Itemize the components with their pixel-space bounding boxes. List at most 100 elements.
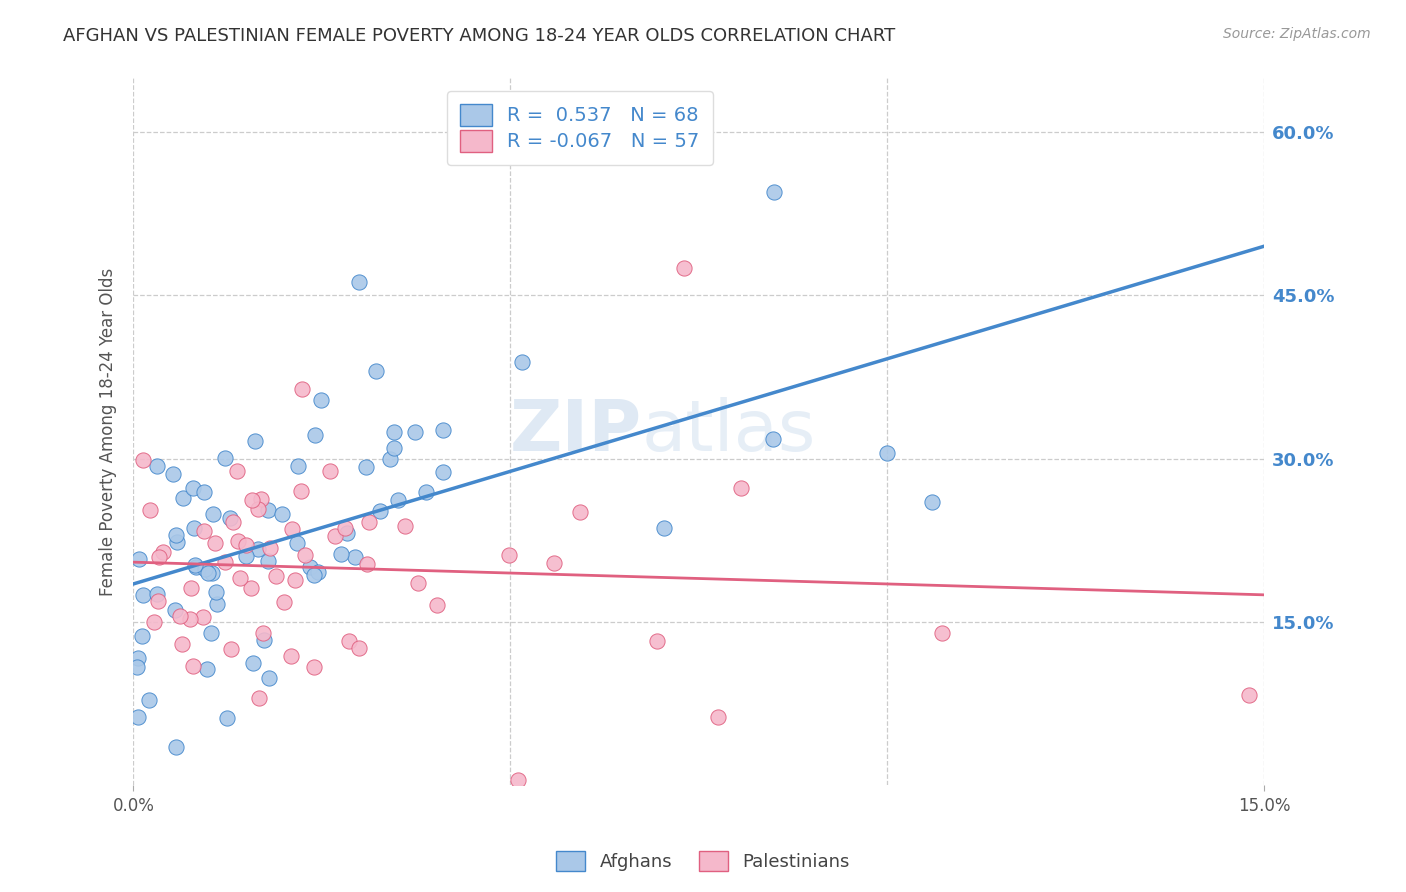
Point <box>145 458 167 473</box>
Point <box>344 549 367 564</box>
Point <box>506 772 529 787</box>
Point <box>172 491 194 505</box>
Point <box>336 526 359 541</box>
Point <box>569 505 592 519</box>
Point <box>243 434 266 449</box>
Point <box>247 691 270 706</box>
Point <box>271 508 294 522</box>
Point <box>307 565 329 579</box>
Point <box>169 608 191 623</box>
Text: ZIP: ZIP <box>510 397 643 466</box>
Point <box>730 481 752 495</box>
Point <box>131 452 153 467</box>
Point <box>201 566 224 581</box>
Point <box>183 481 205 495</box>
Point <box>184 559 207 574</box>
Point <box>229 571 252 585</box>
Point <box>510 354 533 368</box>
Point <box>543 556 565 570</box>
Point <box>184 558 207 572</box>
Point <box>257 503 280 517</box>
Point <box>645 633 668 648</box>
Point <box>257 671 280 685</box>
Point <box>298 560 321 574</box>
Point <box>652 521 675 535</box>
Point <box>287 458 309 473</box>
Point <box>183 521 205 535</box>
Point <box>349 275 371 289</box>
Point <box>354 459 377 474</box>
Point <box>240 582 263 596</box>
Point <box>180 581 202 595</box>
Point <box>415 484 437 499</box>
Point <box>432 423 454 437</box>
Point <box>179 612 201 626</box>
Text: Source: ZipAtlas.com: Source: ZipAtlas.com <box>1223 27 1371 41</box>
Point <box>201 507 224 521</box>
Point <box>195 662 218 676</box>
Point <box>131 630 153 644</box>
Point <box>302 660 325 674</box>
Point <box>205 597 228 611</box>
Point <box>193 524 215 538</box>
Point <box>378 451 401 466</box>
Point <box>309 392 332 407</box>
Point <box>235 549 257 563</box>
Point <box>280 648 302 663</box>
Point <box>264 568 287 582</box>
Point <box>707 709 730 723</box>
Point <box>323 529 346 543</box>
Point <box>145 587 167 601</box>
Point <box>252 625 274 640</box>
Point <box>247 502 270 516</box>
Point <box>304 427 326 442</box>
Point <box>672 261 695 276</box>
Point <box>194 562 217 576</box>
Point <box>249 491 271 506</box>
Point <box>406 576 429 591</box>
Point <box>181 659 204 673</box>
Point <box>253 633 276 648</box>
Point <box>257 554 280 568</box>
Point <box>259 541 281 555</box>
Point <box>1237 688 1260 702</box>
Point <box>127 651 149 665</box>
Point <box>384 441 406 455</box>
Point <box>225 464 247 478</box>
Point <box>219 641 242 656</box>
Point <box>142 615 165 629</box>
Point <box>337 634 360 648</box>
Point <box>214 451 236 466</box>
Point <box>921 495 943 509</box>
Point <box>166 535 188 549</box>
Point <box>204 535 226 549</box>
Point <box>273 595 295 609</box>
Point <box>876 446 898 460</box>
Point <box>217 711 239 725</box>
Point <box>330 547 353 561</box>
Point <box>291 382 314 396</box>
Point <box>498 548 520 562</box>
Point <box>191 610 214 624</box>
Point <box>426 599 449 613</box>
Point <box>226 534 249 549</box>
Point <box>235 538 257 552</box>
Point <box>347 641 370 656</box>
Point <box>387 493 409 508</box>
Legend: Afghans, Palestinians: Afghans, Palestinians <box>548 844 858 879</box>
Point <box>319 464 342 478</box>
Point <box>165 739 187 754</box>
Point <box>364 364 387 378</box>
Point <box>132 588 155 602</box>
Point <box>247 541 270 556</box>
Point <box>382 425 405 439</box>
Point <box>762 185 785 199</box>
Point <box>294 548 316 562</box>
Point <box>148 550 170 565</box>
Point <box>163 603 186 617</box>
Point <box>138 693 160 707</box>
Point <box>222 515 245 529</box>
Point <box>287 536 309 550</box>
Point <box>931 625 953 640</box>
Point <box>284 573 307 587</box>
